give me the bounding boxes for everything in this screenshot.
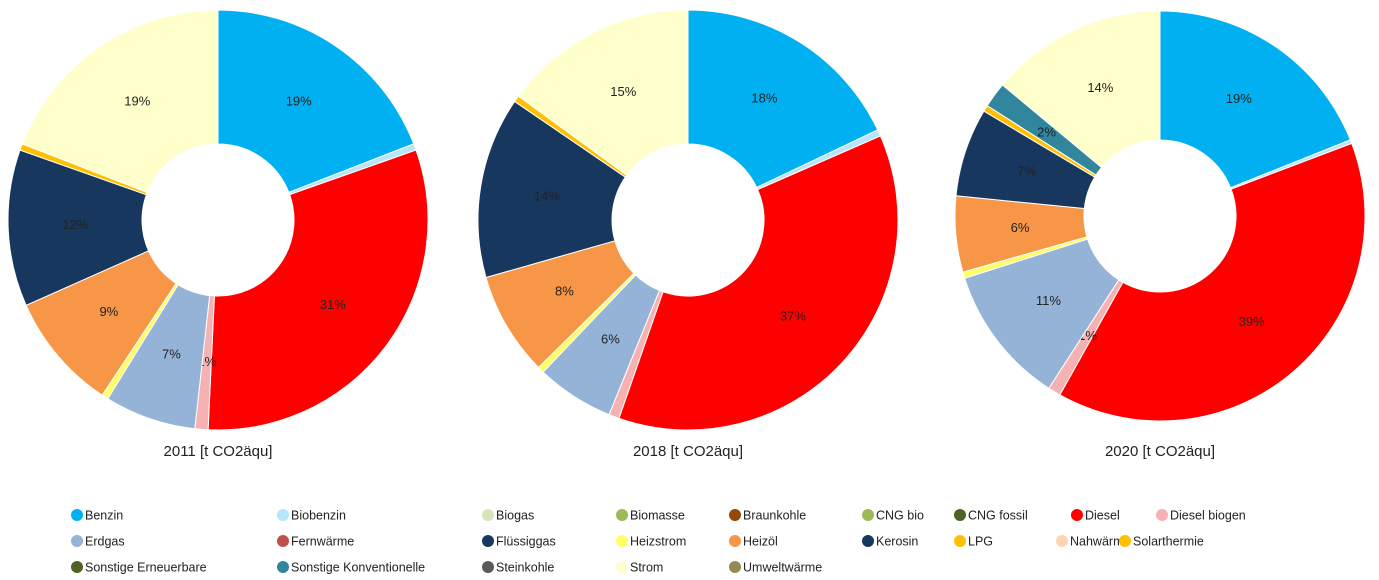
donut-slice	[1159, 10, 1351, 189]
legend-label: Umweltwärme	[743, 560, 822, 574]
chart-title: 2018 [t CO2äqu]	[633, 443, 743, 460]
data-label: 39%	[1239, 314, 1265, 329]
legend-swatch	[71, 561, 83, 573]
legend-swatch	[1071, 509, 1083, 521]
donut-slice	[1001, 10, 1161, 169]
data-label: 6%	[601, 332, 620, 347]
legend-swatch	[954, 509, 966, 521]
data-label: 2%	[1037, 125, 1056, 140]
data-label: 6%	[1011, 220, 1030, 235]
legend-label: Solarthermie	[1133, 534, 1204, 548]
data-label: 19%	[124, 93, 150, 108]
legend-swatch	[482, 535, 494, 547]
legend-swatch	[1056, 535, 1068, 547]
legend-swatch	[729, 509, 741, 521]
donut-slice	[1059, 142, 1366, 422]
legend-label: Braunkohle	[743, 508, 806, 522]
legend-swatch	[1156, 509, 1168, 521]
legend-swatch	[616, 535, 628, 547]
legend-swatch	[71, 535, 83, 547]
data-label: 18%	[751, 91, 777, 106]
chart-title: 2011 [t CO2äqu]	[164, 443, 273, 460]
data-label: 7%	[162, 347, 181, 362]
legend-label: Erdgas	[85, 534, 125, 548]
donut-slice	[207, 149, 429, 431]
donut-slice	[477, 100, 626, 279]
legend-label: CNG fossil	[968, 508, 1028, 522]
legend-swatch	[729, 561, 741, 573]
data-label: 14%	[534, 188, 560, 203]
legend-swatch	[482, 509, 494, 521]
legend-label: Kerosin	[876, 534, 918, 548]
legend-label: Diesel	[1085, 508, 1120, 522]
legend-label: Heizstrom	[630, 534, 686, 548]
donut-slice	[21, 9, 219, 194]
data-label: 7%	[1017, 164, 1036, 179]
legend-label: Diesel biogen	[1170, 508, 1246, 522]
legend-swatch	[862, 509, 874, 521]
donut-slice	[517, 9, 689, 176]
legend-label: Biomasse	[630, 508, 685, 522]
data-label: 37%	[780, 309, 806, 324]
donut-slice	[687, 9, 879, 189]
legend-label: Benzin	[85, 508, 123, 522]
legend-label: Biobenzin	[291, 508, 346, 522]
legend-swatch	[954, 535, 966, 547]
legend-swatch	[616, 561, 628, 573]
data-label: 11%	[1036, 293, 1061, 308]
legend-label: Nahwärme	[1070, 534, 1130, 548]
legend-label: Heizöl	[743, 534, 778, 548]
data-label: 8%	[555, 283, 574, 298]
legend-label: LPG	[968, 534, 993, 548]
legend-label: Sonstige Konventionelle	[291, 560, 425, 574]
legend-swatch	[277, 535, 289, 547]
legend-label: CNG bio	[876, 508, 924, 522]
data-label: 15%	[610, 84, 636, 99]
legend-swatch	[482, 561, 494, 573]
data-label: 14%	[1087, 80, 1113, 95]
legend-label: Biogas	[496, 508, 534, 522]
legend-swatch	[71, 509, 83, 521]
data-label: 9%	[99, 304, 118, 319]
legend-swatch	[277, 561, 289, 573]
data-label: 31%	[320, 297, 346, 312]
legend-swatch	[277, 509, 289, 521]
legend-label: Steinkohle	[496, 560, 554, 574]
data-label: 19%	[1226, 91, 1252, 106]
donut-slice	[217, 9, 415, 194]
donut-slice	[618, 135, 899, 431]
legend-swatch	[1119, 535, 1131, 547]
legend-label: Flüssiggas	[496, 534, 556, 548]
legend-swatch	[616, 509, 628, 521]
legend-label: Sonstige Erneuerbare	[85, 560, 207, 574]
donut-slice	[7, 149, 150, 306]
data-label: 12%	[62, 217, 88, 232]
data-label: 19%	[286, 93, 312, 108]
legend-swatch	[729, 535, 741, 547]
legend-label: Fernwärme	[291, 534, 354, 548]
chart-title: 2020 [t CO2äqu]	[1105, 443, 1215, 460]
legend-label: Strom	[630, 560, 663, 574]
legend-swatch	[862, 535, 874, 547]
